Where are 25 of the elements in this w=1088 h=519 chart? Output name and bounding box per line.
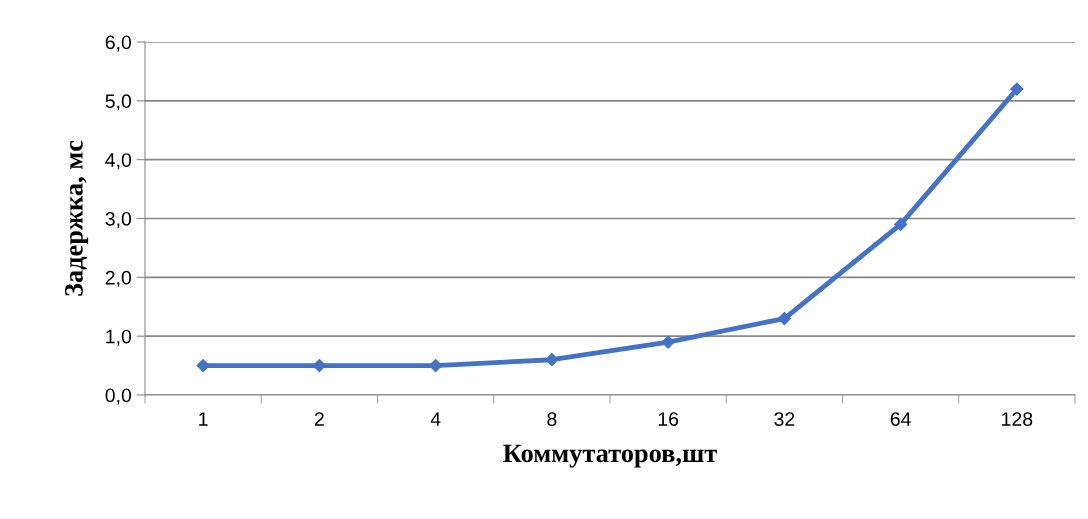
x-tick-label: 16 [658, 412, 679, 426]
x-tick-label: 4 [430, 412, 441, 426]
y-tick-label: 3,0 [105, 211, 132, 229]
x-tick-label: 32 [774, 412, 795, 426]
point [196, 358, 210, 373]
y-axis-title: Задержка, мс [65, 140, 89, 296]
point [312, 358, 326, 373]
y-tick-label: 2,0 [105, 270, 132, 287]
point [894, 217, 908, 231]
x-tick-label: 128 [1002, 412, 1033, 426]
y-tick-label: 4,0 [105, 153, 132, 170]
point [777, 311, 791, 326]
x-tick-label: 8 [547, 412, 557, 426]
point [545, 353, 559, 367]
x-tick-label: 1 [199, 412, 208, 426]
point [1010, 82, 1024, 96]
y-tick-label: 5,0 [105, 94, 132, 111]
x-axis-title: Коммутаторов,шт [503, 444, 717, 468]
y-tick-label: 1,0 [106, 329, 132, 346]
y-tick-label: 0,0 [105, 388, 132, 405]
x-tick-label: 64 [890, 412, 911, 426]
point [661, 335, 675, 349]
point [429, 358, 443, 373]
x-tick-label: 2 [314, 412, 324, 426]
y-tick-label: 6,0 [105, 35, 132, 52]
